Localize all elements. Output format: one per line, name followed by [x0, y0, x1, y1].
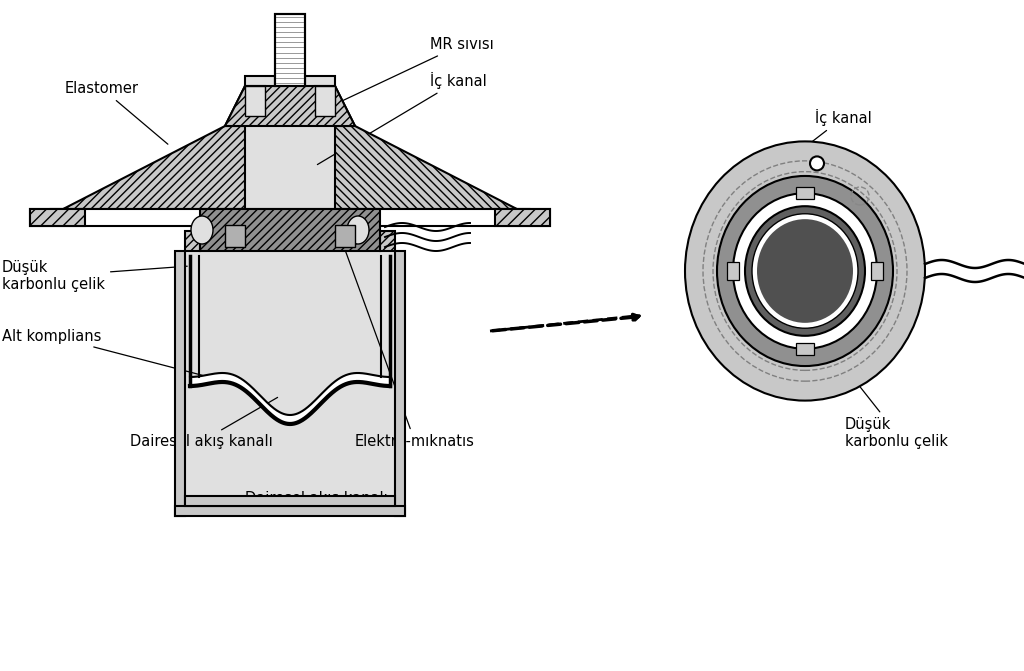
Polygon shape [30, 209, 245, 226]
Polygon shape [495, 209, 550, 226]
Text: İç kanal: İç kanal [796, 109, 871, 155]
Bar [275, 14, 305, 86]
Ellipse shape [745, 206, 865, 336]
Bar [871, 262, 883, 280]
Polygon shape [30, 86, 265, 226]
Ellipse shape [717, 176, 893, 366]
Text: Dairesel akış kanalı: Dairesel akış kanalı [130, 397, 278, 449]
Text: MR sıvısı: MR sıvısı [312, 37, 494, 115]
Bar [175, 251, 185, 516]
Polygon shape [315, 86, 335, 116]
Text: Alt komplians: Alt komplians [2, 329, 203, 375]
Bar [175, 506, 406, 516]
Bar [796, 343, 814, 355]
Bar [796, 187, 814, 199]
Circle shape [810, 156, 824, 170]
Polygon shape [325, 86, 335, 116]
Ellipse shape [191, 216, 213, 244]
Text: İç kanal: İç kanal [317, 72, 486, 164]
Bar [335, 225, 355, 247]
Bar [225, 225, 245, 247]
Bar [185, 496, 395, 506]
Polygon shape [225, 76, 355, 126]
Polygon shape [245, 86, 255, 116]
Polygon shape [315, 86, 550, 226]
Bar [380, 231, 395, 251]
Polygon shape [225, 86, 355, 209]
Polygon shape [225, 76, 355, 209]
Text: Düşük
karbonlu çelik: Düşük karbonlu çelik [2, 260, 187, 292]
Text: Dairesel akış kanalı: Dairesel akış kanalı [245, 491, 388, 507]
Text: Elektro-mıknatıs: Elektro-mıknatıs [341, 239, 475, 449]
Polygon shape [335, 209, 550, 226]
Ellipse shape [733, 193, 877, 349]
Bar [185, 251, 395, 496]
Bar [275, 14, 305, 86]
Bar [395, 251, 406, 516]
Bar [727, 262, 739, 280]
Text: Düşük
karbonlu çelik: Düşük karbonlu çelik [831, 351, 948, 449]
Polygon shape [30, 209, 85, 226]
Ellipse shape [752, 214, 858, 328]
Polygon shape [200, 209, 380, 251]
Bar [185, 231, 200, 251]
Polygon shape [245, 86, 265, 116]
Ellipse shape [685, 142, 925, 401]
Ellipse shape [347, 216, 369, 244]
Ellipse shape [757, 219, 853, 323]
Text: Elastomer: Elastomer [65, 81, 168, 144]
